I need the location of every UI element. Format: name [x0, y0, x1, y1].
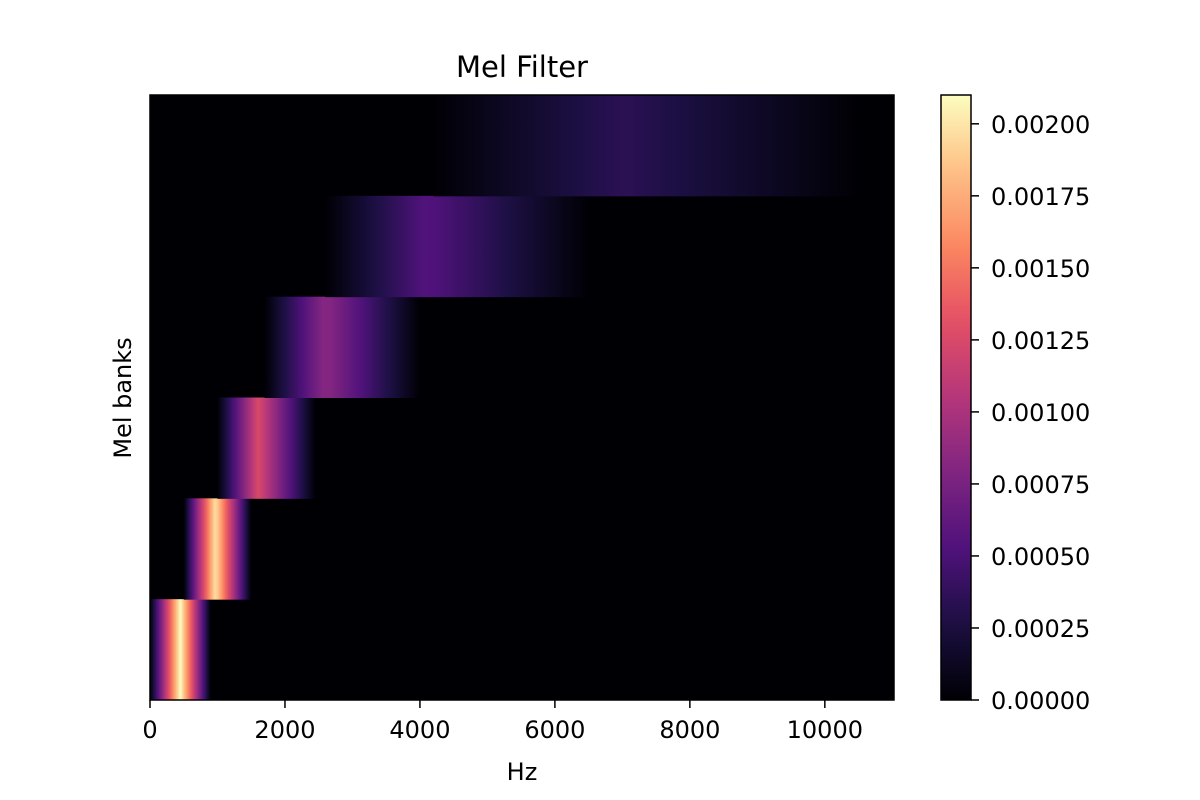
colorbar-tick-label: 0.00150: [991, 255, 1090, 283]
x-tick-label: 10000: [787, 716, 863, 744]
colorbar-tick-label: 0.00200: [991, 111, 1090, 139]
colorbar-tick-label: 0.00125: [991, 327, 1090, 355]
plot-frame: [149, 94, 895, 701]
mel-bank-1: [183, 498, 252, 600]
colorbar-tick-label: 0.00175: [991, 183, 1090, 211]
mel-bank-5: [433, 95, 859, 197]
colorbar-tick-label: 0.00050: [991, 543, 1090, 571]
colorbar-gradient: [941, 95, 971, 700]
plot-area: [149, 94, 895, 701]
x-tick-label: 8000: [659, 716, 720, 744]
colorbar-tick-label: 0.00025: [991, 615, 1090, 643]
x-tick-label: 4000: [389, 716, 450, 744]
x-tick-label: 2000: [254, 716, 315, 744]
colorbar-frame: [940, 94, 972, 701]
mel-bank-2: [217, 397, 316, 499]
x-tick-label: 6000: [524, 716, 585, 744]
x-tick-label: 0: [142, 716, 157, 744]
mel-bank-0: [150, 599, 211, 701]
mel-bank-4: [325, 195, 589, 298]
x-axis: 0 2000 4000 6000 8000 10000: [142, 700, 863, 744]
colorbar: 0.00000 0.00025 0.00050 0.00075 0.00100 0.001…: [940, 94, 1090, 715]
colorbar-ticks: 0.00000 0.00025 0.00050 0.00075 0.00100 0.001…: [971, 111, 1090, 715]
chart-title: Mel Filter: [456, 50, 588, 84]
colorbar-tick-label: 0.00075: [991, 471, 1090, 499]
mel-banks-layer: [150, 95, 859, 701]
mel-bank-3: [264, 296, 420, 398]
colorbar-tick-label: 0.00100: [991, 399, 1090, 427]
x-axis-label: Hz: [507, 758, 538, 786]
y-axis-label: Mel banks: [109, 337, 137, 458]
colorbar-tick-label: 0.00000: [991, 687, 1090, 715]
